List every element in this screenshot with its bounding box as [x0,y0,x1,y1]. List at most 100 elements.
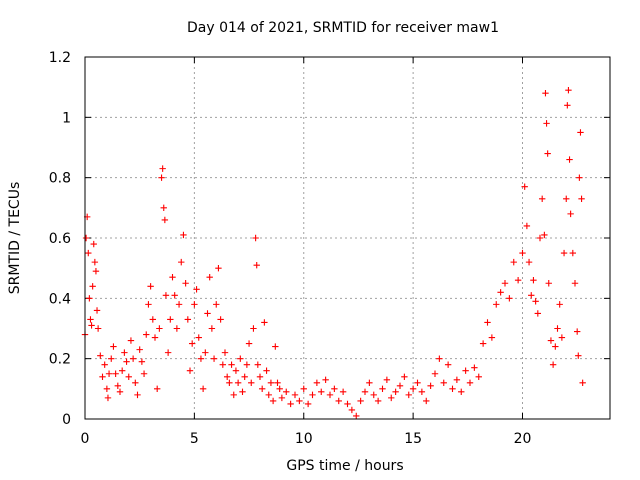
data-point [156,325,163,332]
y-tick-label: 1 [62,110,71,126]
data-point [151,334,159,341]
x-tick-label: 20 [514,431,532,447]
chart-title: Day 014 of 2021, SRMTID for receiver maw… [187,20,499,36]
data-point [234,379,242,386]
data-point [221,349,229,356]
data-point [195,334,202,341]
data-point [431,370,439,377]
data-point [101,361,108,368]
data-point [99,373,106,380]
data-point [217,316,224,323]
data-point [554,325,561,332]
data-point [427,382,434,390]
data-point [105,370,113,377]
data-point [501,280,509,287]
data-point [252,234,259,242]
data-point [579,379,586,386]
data-point [82,234,90,242]
data-point [331,385,338,393]
data-point [309,391,316,399]
data-point [436,355,443,362]
data-point [291,391,299,399]
data-point [296,397,303,405]
data-point [444,361,452,368]
data-point [304,400,312,408]
data-point [523,222,531,230]
grid-lines [85,57,610,419]
data-point [567,210,574,218]
data-point [258,385,266,393]
data-point [250,325,257,332]
data-point [86,295,93,302]
data-point [202,349,209,356]
data-point [161,216,169,224]
x-tick-label: 5 [190,431,199,447]
data-point [547,337,555,344]
data-point [423,397,430,405]
data-point [269,397,277,405]
data-point [213,301,220,308]
data-point [348,406,356,414]
data-point [140,370,148,377]
data-point [475,373,482,380]
data-point [510,258,517,266]
data-point [108,355,115,362]
data-point [313,379,321,386]
data-point [265,391,272,399]
data-point [114,382,122,390]
data-point [245,340,253,347]
data-point [287,400,294,408]
data-point [542,90,549,97]
data-point [104,394,112,402]
data-point [344,400,351,408]
data-point [466,379,474,386]
x-axis-label: GPS time / hours [286,458,403,474]
y-tick-label: 0.6 [49,231,71,247]
data-point [453,376,461,383]
y-tick-labels: 0 0.2 0.4 0.6 0.8 1 1.2 [49,50,71,428]
data-point [519,249,526,257]
data-point [171,292,178,299]
x-tick-label: 0 [81,431,90,447]
data-point [134,391,141,399]
data-point [162,292,170,299]
data-point [563,195,570,202]
data-point [93,307,101,314]
data-point [92,267,100,275]
data-point [578,195,585,202]
data-point [318,388,325,396]
data-point [514,277,522,284]
data-point [110,343,117,350]
data-point [85,249,92,257]
data-point [543,120,550,127]
data-point [90,240,97,248]
data-point [322,376,329,383]
data-point [145,301,152,308]
data-point [575,352,582,359]
data-point [392,388,399,396]
x-tick-label: 15 [404,431,422,447]
data-point [479,340,487,347]
data-point [418,388,426,396]
data-point [210,355,218,362]
data-point [127,337,135,344]
data-point [538,195,546,202]
data-point [549,361,557,368]
data-point [180,231,187,239]
data-point [184,316,192,323]
data-point [136,346,143,353]
data-point [208,325,216,332]
data-point [440,379,447,386]
data-point [335,397,342,405]
data-point [253,261,260,269]
data-point [379,385,386,393]
data-point [248,379,255,386]
data-point [361,388,369,396]
data-point [401,373,408,380]
data-point [283,388,290,396]
data-point [158,174,165,181]
data-point [530,277,537,284]
data-point [274,379,281,386]
data-point [462,367,469,374]
